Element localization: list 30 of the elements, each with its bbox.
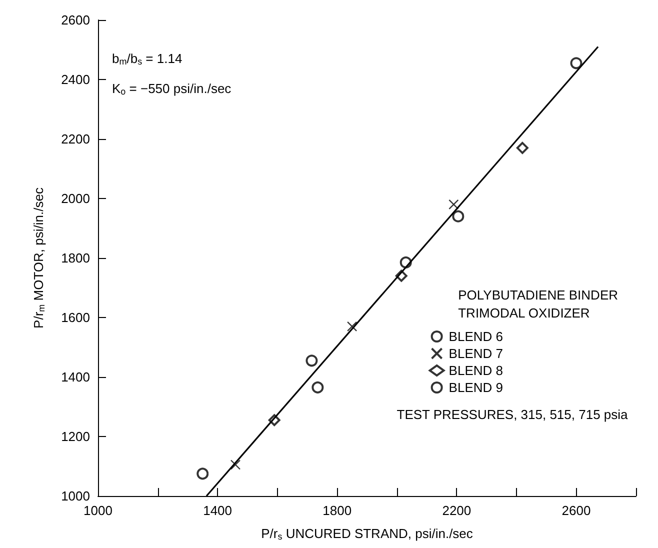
legend-label: BLEND 9	[448, 380, 504, 395]
point	[516, 142, 528, 154]
y-tick-label: 2600	[61, 12, 90, 28]
point	[448, 199, 459, 210]
y-tick-label: 1400	[61, 370, 90, 384]
point	[312, 381, 324, 394]
legend-label: BLEND 6	[448, 329, 504, 344]
point	[570, 57, 582, 70]
point	[452, 210, 464, 222]
x-tick-label: 1800	[322, 503, 352, 518]
x-tick-label: 1000	[84, 503, 112, 518]
point	[346, 321, 358, 332]
point	[230, 460, 241, 470]
legend-title: POLYBUTADIENE BINDER TRIMODAL OXIDIZER	[458, 288, 618, 320]
x-tick-label: 2600	[562, 503, 591, 518]
y-axis-title: P/rm MOTOR, psi/in./sec	[31, 187, 46, 328]
point	[306, 354, 318, 367]
y-tick-label: 2200	[61, 132, 90, 146]
y-tick-label: 1000	[61, 488, 90, 504]
y-tick-label: 2400	[61, 72, 90, 87]
annotation: TEST PRESSURES, 315, 515, 715 psia	[396, 407, 629, 422]
x-tick-label: 1400	[203, 503, 232, 518]
x-tick-label: 2200	[442, 503, 472, 518]
y-tick-label: 1200	[61, 429, 90, 444]
y-tick-label: 1600	[61, 310, 90, 325]
y-tick-label: 1800	[61, 250, 90, 266]
legend-label: BLEND 8	[448, 363, 504, 378]
y-tick-label: 2000	[61, 191, 90, 206]
legend-label: BLEND 7	[448, 346, 504, 361]
point	[196, 468, 209, 480]
